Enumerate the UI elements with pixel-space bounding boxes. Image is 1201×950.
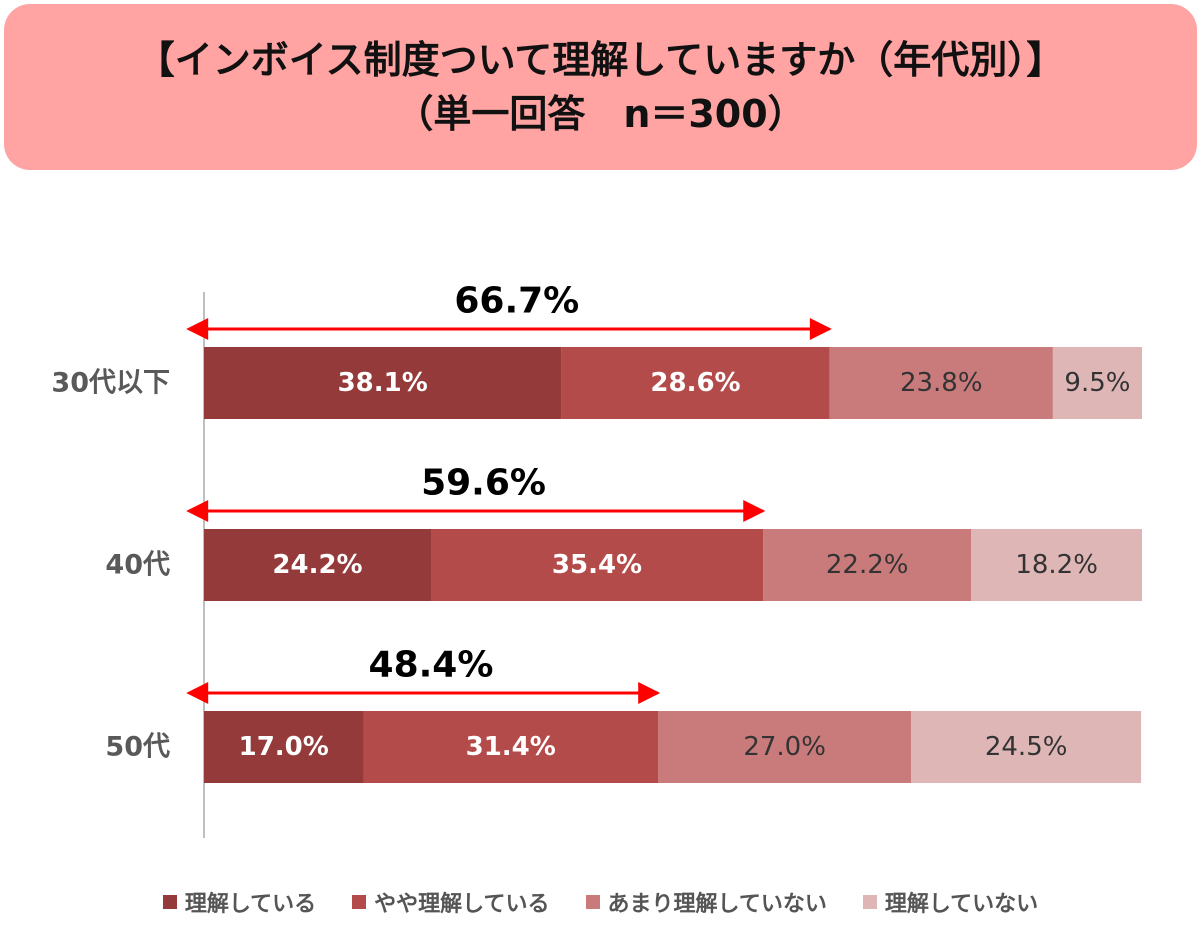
bar-segment bbox=[911, 711, 1142, 783]
bar-segment bbox=[204, 711, 364, 783]
data-label: 31.4% bbox=[466, 732, 556, 762]
legend-label: 理解していない bbox=[884, 892, 1039, 917]
legend-label: 理解している bbox=[184, 892, 317, 917]
legend-label: やや理解している bbox=[374, 892, 550, 917]
bar-segment bbox=[561, 347, 830, 419]
legend-swatch bbox=[862, 895, 877, 909]
bar-segment bbox=[430, 529, 764, 601]
bar-segment bbox=[1052, 347, 1142, 419]
category-label: 30代以下 bbox=[51, 368, 170, 399]
title-banner: 【インボイス制度ついて理解していますか（年代別）】 （単一回答 n＝300） bbox=[4, 4, 1197, 170]
category-label: 40代 bbox=[105, 550, 170, 581]
bar-segment bbox=[363, 711, 658, 783]
legend-item: 理解している bbox=[162, 886, 317, 918]
legend-label: あまり理解していない bbox=[607, 892, 827, 917]
legend-swatch bbox=[352, 895, 367, 909]
category-label: 50代 bbox=[105, 732, 170, 763]
legend: 理解している やや理解している あまり理解していない 理解していない bbox=[0, 884, 1201, 920]
legend-item: やや理解している bbox=[352, 886, 550, 918]
legend-swatch bbox=[162, 895, 177, 909]
data-label: 38.1% bbox=[338, 368, 428, 398]
data-label: 24.5% bbox=[985, 732, 1068, 762]
legend-swatch bbox=[585, 895, 600, 909]
legend-item: あまり理解していない bbox=[585, 886, 827, 918]
data-label: 27.0% bbox=[743, 732, 826, 762]
data-label: 24.2% bbox=[272, 550, 362, 580]
chart-title: 【インボイス制度ついて理解していますか（年代別）】 bbox=[136, 38, 1065, 82]
bar-segment bbox=[971, 529, 1142, 601]
data-label: 17.0% bbox=[239, 732, 329, 762]
bar-segment bbox=[829, 347, 1053, 419]
stacked-bar-chart: 30代以下 38.1% 28.6% 23.8% 9.5% 66.7% 40代 24.2% 35.… bbox=[51, 281, 1142, 838]
data-label: 9.5% bbox=[1064, 368, 1130, 398]
annotation-label: 66.7% bbox=[454, 281, 579, 322]
bar-segment bbox=[204, 347, 562, 419]
bar-segment bbox=[657, 711, 912, 783]
annotation-label: 59.6% bbox=[421, 463, 546, 504]
data-label: 35.4% bbox=[552, 550, 642, 580]
bar-segment bbox=[763, 529, 972, 601]
data-label: 28.6% bbox=[650, 368, 740, 398]
data-label: 23.8% bbox=[900, 368, 983, 398]
chart-subtitle: （単一回答 n＝300） bbox=[395, 92, 806, 136]
bar-segment bbox=[204, 529, 431, 601]
data-label: 22.2% bbox=[826, 550, 909, 580]
data-label: 18.2% bbox=[1015, 550, 1098, 580]
legend-item: 理解していない bbox=[862, 886, 1039, 918]
annotation-label: 48.4% bbox=[369, 645, 494, 686]
